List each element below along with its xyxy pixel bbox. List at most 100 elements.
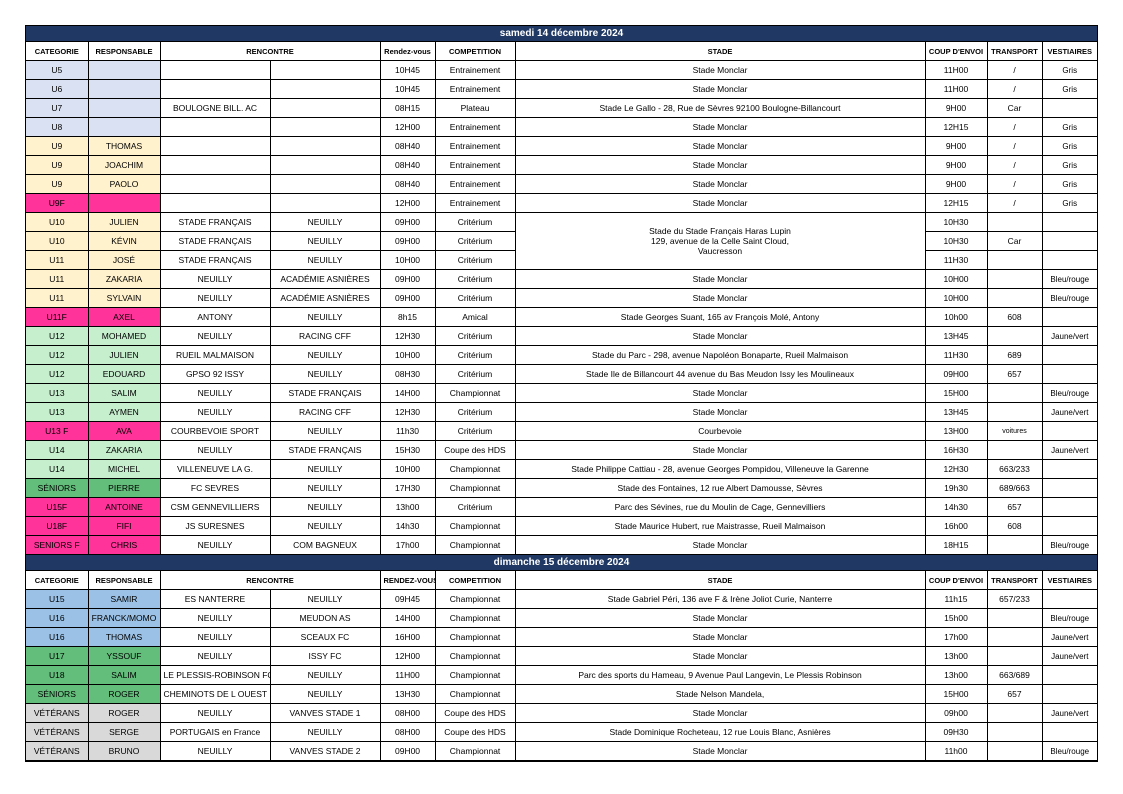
cell: U16 (26, 628, 88, 647)
cell: Stade du Parc - 298, avenue Napoléon Bon… (515, 346, 925, 365)
cell: ACADÉMIE ASNIÈRES (270, 270, 380, 289)
cell: / (987, 61, 1042, 80)
schedule-row: U16FRANCK/MOMONEUILLYMEUDON AS14H00Champ… (26, 609, 1097, 628)
cell: Entrainement (435, 194, 515, 213)
cell: 09H00 (380, 289, 435, 308)
cell: 17h00 (380, 536, 435, 555)
cell: Stade Monclar (515, 289, 925, 308)
cell: 689/663 (987, 479, 1042, 498)
cell: / (987, 118, 1042, 137)
cell: Car (987, 99, 1042, 118)
cell: Stade Monclar (515, 403, 925, 422)
cell: NEUILLY (270, 232, 380, 251)
cell: THOMAS (88, 137, 160, 156)
cell: NEUILLY (270, 213, 380, 232)
cell: COURBEVOIE SPORT (160, 422, 270, 441)
cell: ACADÉMIE ASNIÈRES (270, 289, 380, 308)
col-header: COMPETITION (435, 571, 515, 590)
cell: SALIM (88, 384, 160, 403)
cell: VÉTÉRANS (26, 704, 88, 723)
cell: U12 (26, 327, 88, 346)
cell: 11h15 (925, 590, 987, 609)
col-header: RESPONSABLE (88, 571, 160, 590)
cell: Jaune/vert (1042, 628, 1097, 647)
cell (1042, 498, 1097, 517)
cell: Bleu/rouge (1042, 609, 1097, 628)
cell: Stade Monclar (515, 441, 925, 460)
cell: 15h00 (925, 609, 987, 628)
cell: 08H00 (380, 723, 435, 742)
schedule-row: U12MOHAMEDNEUILLYRACING CFF12H30Critériu… (26, 327, 1097, 346)
cell: Stade Monclar (515, 704, 925, 723)
cell: RUEIL MALMAISON (160, 346, 270, 365)
cell: AXEL (88, 308, 160, 327)
cell: 09H00 (380, 232, 435, 251)
cell (1042, 422, 1097, 441)
cell: 08H40 (380, 175, 435, 194)
cell: SÉNIORS (26, 479, 88, 498)
cell: CHRIS (88, 536, 160, 555)
schedule-row: U11SYLVAINNEUILLYACADÉMIE ASNIÈRES09H00C… (26, 289, 1097, 308)
cell: STADE FRANÇAIS (270, 441, 380, 460)
cell: Critérium (435, 346, 515, 365)
cell: 11h30 (380, 422, 435, 441)
cell (160, 80, 270, 99)
cell: Courbevoie (515, 422, 925, 441)
cell (88, 118, 160, 137)
cell (1042, 590, 1097, 609)
day-header: dimanche 15 décembre 2024 (26, 555, 1097, 571)
cell: 11H30 (925, 251, 987, 270)
cell: KÉVIN (88, 232, 160, 251)
cell: Championnat (435, 517, 515, 536)
cell: 689 (987, 346, 1042, 365)
cell: 13H30 (380, 685, 435, 704)
cell: Critérium (435, 422, 515, 441)
cell: 11H00 (925, 80, 987, 99)
cell (270, 80, 380, 99)
cell: Coupe des HDS (435, 704, 515, 723)
cell: BOULOGNE BILL. AC (160, 99, 270, 118)
cell: Critérium (435, 327, 515, 346)
cell: FIFI (88, 517, 160, 536)
cell: U13 (26, 384, 88, 403)
cell: LE PLESSIS-ROBINSON FC (160, 666, 270, 685)
cell: ISSY FC (270, 647, 380, 666)
schedule-row: U610H45EntrainementStade Monclar11H00/Gr… (26, 80, 1097, 99)
cell: Gris (1042, 194, 1097, 213)
cell: THOMAS (88, 628, 160, 647)
schedule-row: U18FFIFIJS SURESNESNEUILLY14h30Championn… (26, 517, 1097, 536)
cell (1042, 460, 1097, 479)
cell: Championnat (435, 536, 515, 555)
col-header: RENCONTRE (160, 42, 380, 61)
cell: 13H45 (925, 403, 987, 422)
schedule-row: U13AYMENNEUILLYRACING CFF12H30CritériumS… (26, 403, 1097, 422)
cell: 08H40 (380, 156, 435, 175)
cell: Jaune/vert (1042, 441, 1097, 460)
cell: voitures (987, 422, 1042, 441)
cell (160, 118, 270, 137)
cell: ROGER (88, 704, 160, 723)
cell: U9 (26, 175, 88, 194)
schedule-row: U15SAMIRES NANTERRENEUILLY09H45Championn… (26, 590, 1097, 609)
cell: / (987, 194, 1042, 213)
cell: ANTONY (160, 308, 270, 327)
cell: 663/233 (987, 460, 1042, 479)
cell (1042, 213, 1097, 232)
col-header: Rendez-vous (380, 42, 435, 61)
cell: NEUILLY (160, 704, 270, 723)
day-header: samedi 14 décembre 2024 (26, 26, 1097, 42)
cell: 657 (987, 498, 1042, 517)
cell: 657 (987, 365, 1042, 384)
cell: U11 (26, 289, 88, 308)
cell (270, 175, 380, 194)
cell (270, 118, 380, 137)
cell: Bleu/rouge (1042, 270, 1097, 289)
cell: JOACHIM (88, 156, 160, 175)
cell: Stade Monclar (515, 327, 925, 346)
cell (1042, 479, 1097, 498)
cell: Stade Monclar (515, 61, 925, 80)
cell: Gris (1042, 118, 1097, 137)
cell: Bleu/rouge (1042, 742, 1097, 761)
cell: Entrainement (435, 156, 515, 175)
schedule-row: U11FAXELANTONYNEUILLY8h15AmicalStade Geo… (26, 308, 1097, 327)
